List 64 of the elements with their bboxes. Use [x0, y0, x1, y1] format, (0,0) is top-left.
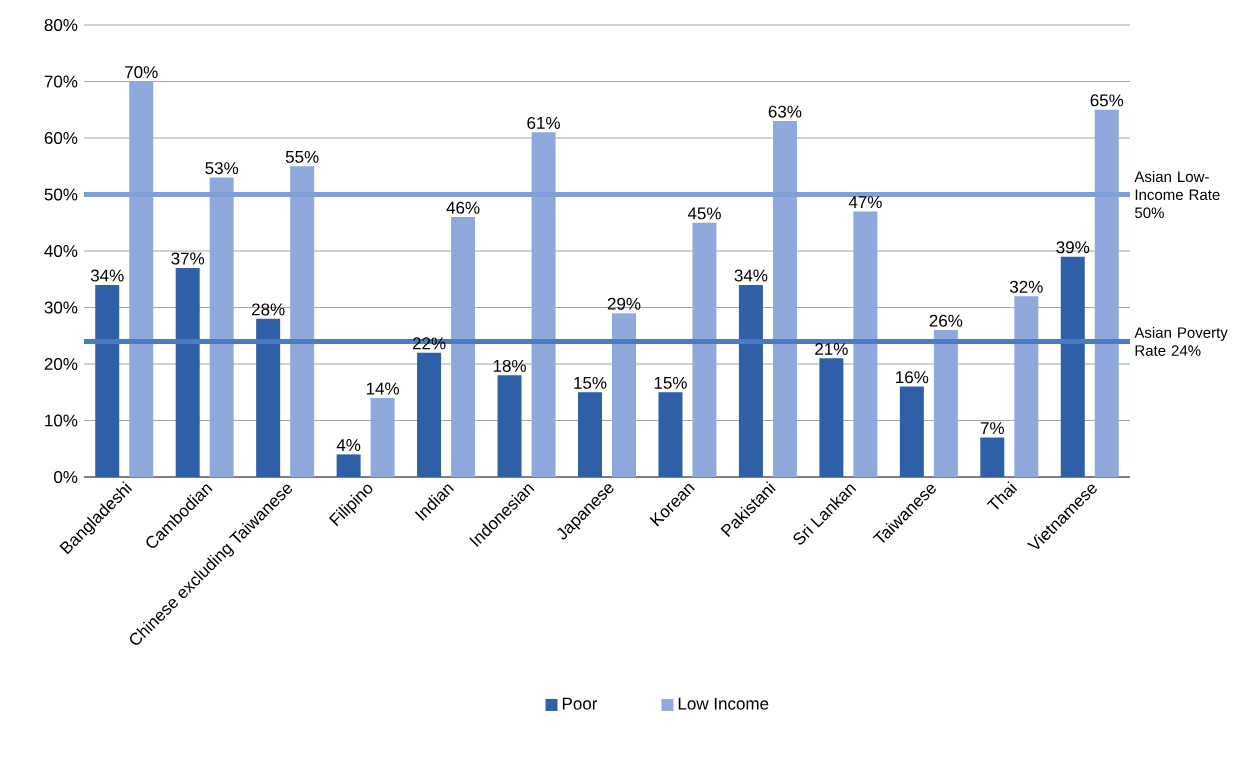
bar: [256, 318, 281, 477]
bar: [95, 284, 120, 477]
y-tick-label: 10%: [45, 414, 78, 427]
bar: [417, 352, 442, 477]
data-label: 61%: [527, 116, 560, 129]
bar: [209, 177, 234, 477]
bar: [175, 267, 200, 477]
y-tick-label: 60%: [44, 132, 78, 145]
data-label: 21%: [815, 343, 848, 355]
bar: [692, 222, 717, 477]
bar: [290, 166, 315, 477]
y-tick-label: 70%: [44, 75, 78, 88]
bar: [336, 454, 361, 477]
data-label: 46%: [446, 201, 480, 214]
bar: [899, 386, 924, 477]
bar: [738, 284, 763, 477]
y-tick-label: 0%: [54, 471, 78, 484]
data-label: 16%: [896, 371, 929, 384]
data-label: 4%: [336, 439, 361, 451]
ref-line-label: Asian Poverty Rate 24%: [1134, 326, 1228, 356]
data-label: 45%: [687, 207, 721, 220]
y-tick-label: 80%: [44, 19, 78, 32]
bar: [933, 330, 958, 477]
bar: [658, 392, 683, 477]
bar: [1060, 256, 1085, 477]
data-label: 53%: [205, 162, 239, 175]
data-label: 28%: [251, 303, 285, 316]
data-label: 70%: [125, 66, 158, 79]
data-label: 15%: [654, 376, 687, 389]
data-label: 15%: [574, 376, 607, 389]
bar: [772, 121, 797, 477]
bar: [980, 437, 1005, 477]
y-tick-label: 30%: [44, 301, 78, 314]
legend-label: Poor: [562, 697, 598, 710]
data-label: 47%: [848, 196, 882, 209]
bar: [819, 358, 844, 477]
data-label: 34%: [90, 269, 124, 282]
bar: [1014, 296, 1039, 477]
data-label: 32%: [1009, 280, 1043, 293]
y-tick-label: 20%: [44, 358, 78, 371]
bar: [578, 392, 602, 477]
bar: [370, 397, 395, 477]
data-label: 7%: [980, 422, 1004, 435]
data-label: 37%: [171, 252, 205, 265]
bar: [451, 217, 476, 477]
data-label: 55%: [285, 150, 319, 163]
y-tick-label: 50%: [44, 188, 78, 201]
y-tick-label: 40%: [44, 245, 78, 258]
data-label: 63%: [768, 105, 802, 118]
legend-label: Low Income: [678, 697, 769, 710]
bar: [853, 211, 878, 477]
bar: [612, 313, 637, 477]
data-label: 34%: [734, 269, 768, 282]
bar: [129, 81, 154, 477]
data-label: 14%: [366, 382, 400, 395]
data-label: 39%: [1056, 241, 1090, 254]
data-label: 26%: [929, 314, 963, 327]
bar: [1094, 109, 1119, 477]
data-label: 29%: [607, 297, 641, 310]
bar: [531, 132, 556, 477]
data-label: 65%: [1090, 94, 1124, 107]
ref-line-label: Asian Low-Income Rate 50%: [1134, 171, 1220, 219]
data-label: 18%: [493, 359, 526, 372]
bar: [497, 375, 522, 477]
